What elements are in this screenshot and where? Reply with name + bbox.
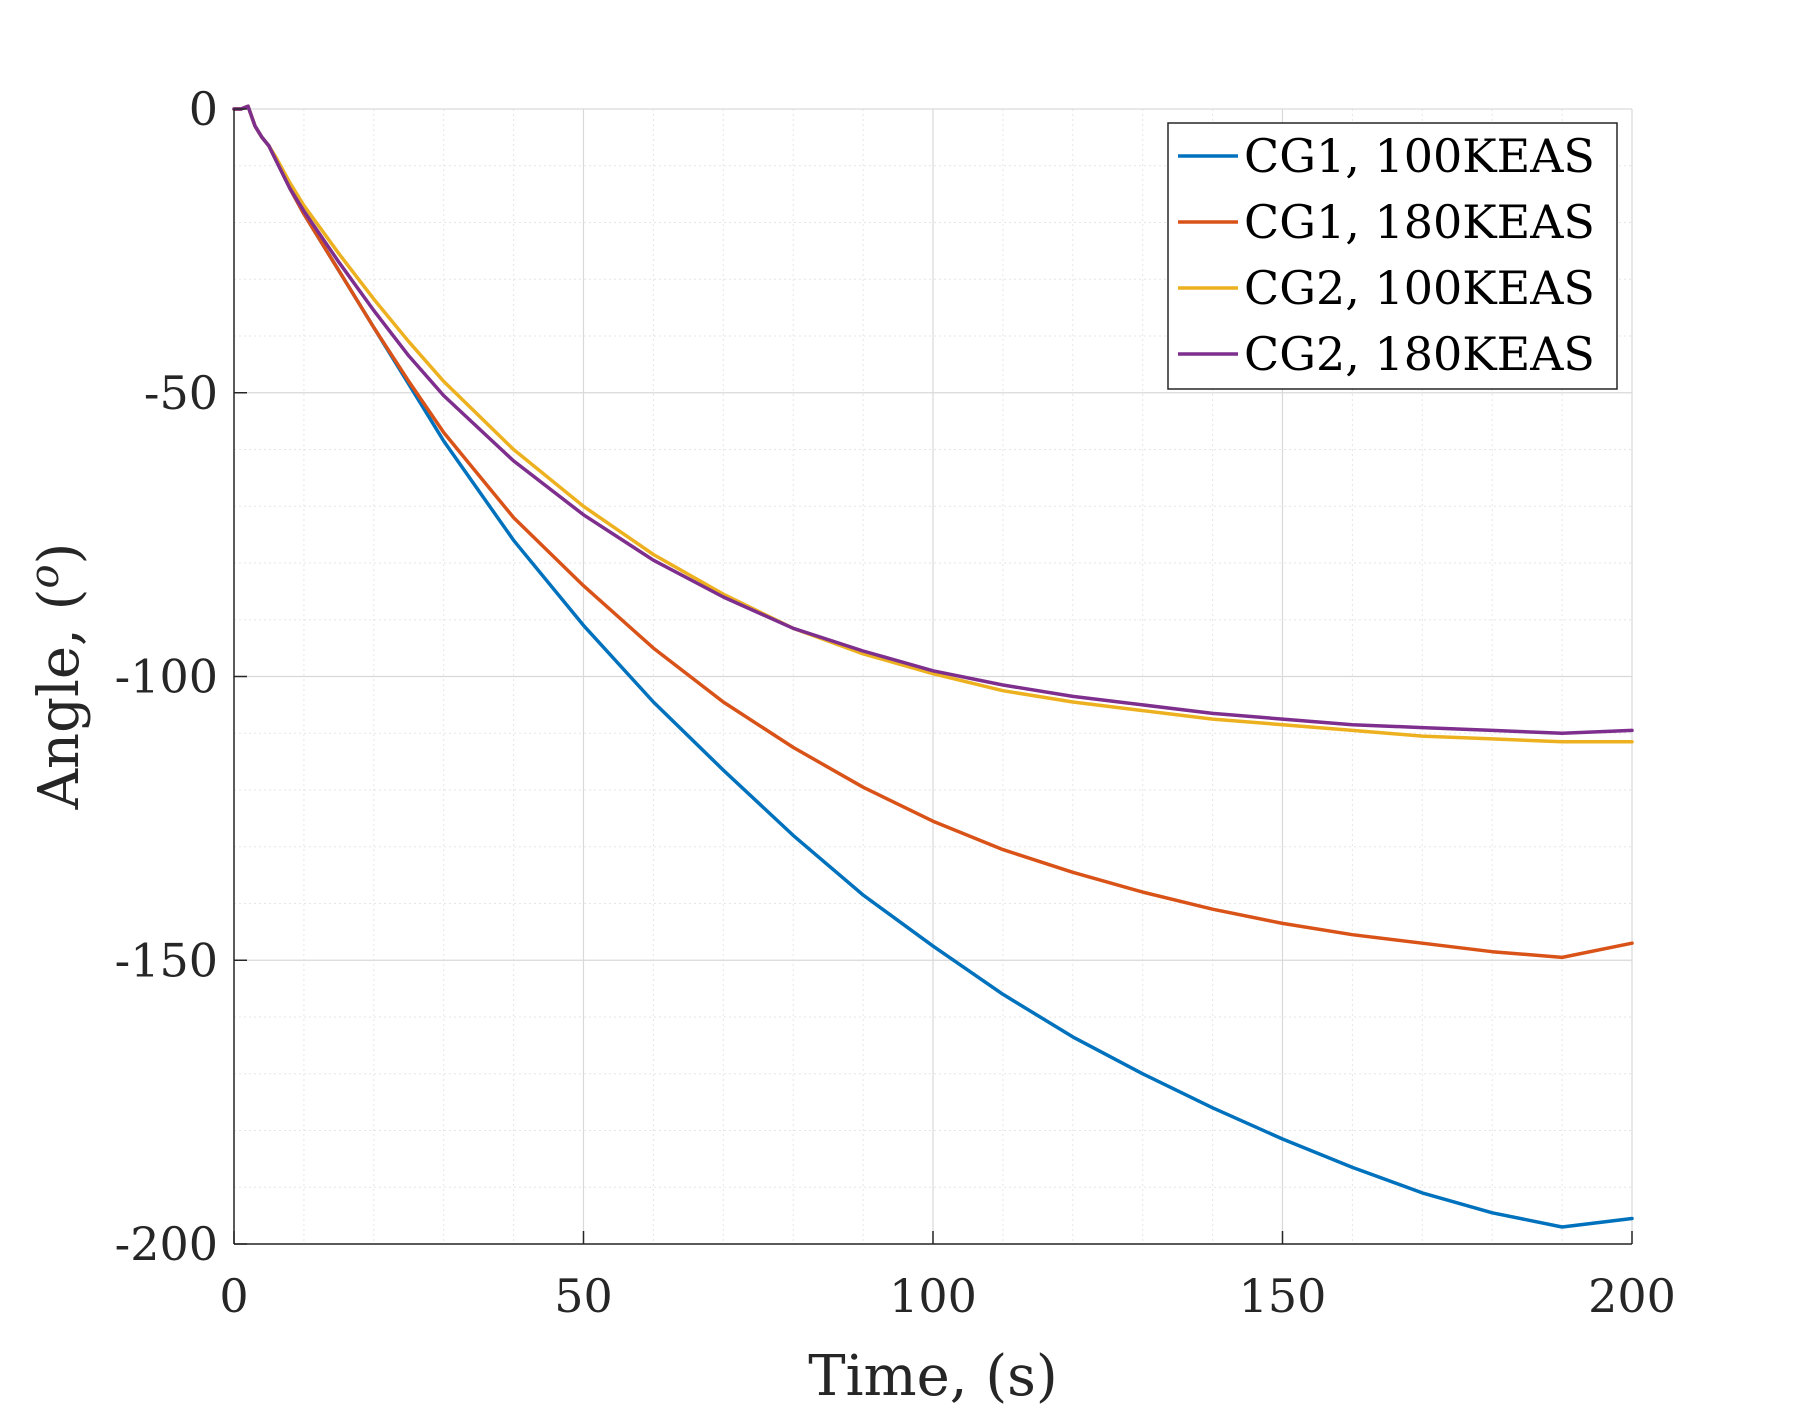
y-axis-title-main: Angle, ( <box>27 589 92 811</box>
x-axis-title: Time, (s) <box>808 1344 1058 1409</box>
tick-labels: 0 50 100 150 200 0 -50 -100 -150 -200 <box>115 82 1676 1323</box>
x-tick-label: 50 <box>554 1269 613 1323</box>
y-tick-label: -200 <box>115 1217 218 1271</box>
y-axis-title-superscript: o <box>22 564 68 588</box>
legend-box <box>1167 122 1618 390</box>
axes <box>233 108 1633 1245</box>
series-lines <box>232 104 1634 1229</box>
y-tick-label: -50 <box>144 366 218 420</box>
y-tick-label: -150 <box>115 933 218 987</box>
y-axis-title: Angle, (o) <box>22 543 92 811</box>
legend-label-1: CG1, 100KEAS <box>1244 129 1595 183</box>
x-tick-label: 100 <box>889 1269 977 1323</box>
x-tick-label: 200 <box>1588 1269 1676 1323</box>
legend-label-2: CG1, 180KEAS <box>1244 195 1595 249</box>
legend-label-4: CG2, 180KEAS <box>1244 327 1595 381</box>
legend: CG1, 100KEAS CG1, 180KEAS CG2, 100KEAS CG2,… <box>1167 122 1618 390</box>
series-line-4 <box>232 104 1634 736</box>
y-tick-label: 0 <box>189 82 218 136</box>
y-axis-title-close: ) <box>27 543 92 565</box>
legend-label-3: CG2, 100KEAS <box>1244 261 1595 315</box>
y-tick-label: -100 <box>115 650 218 704</box>
x-tick-label: 150 <box>1239 1269 1327 1323</box>
x-tick-label: 0 <box>219 1269 248 1323</box>
